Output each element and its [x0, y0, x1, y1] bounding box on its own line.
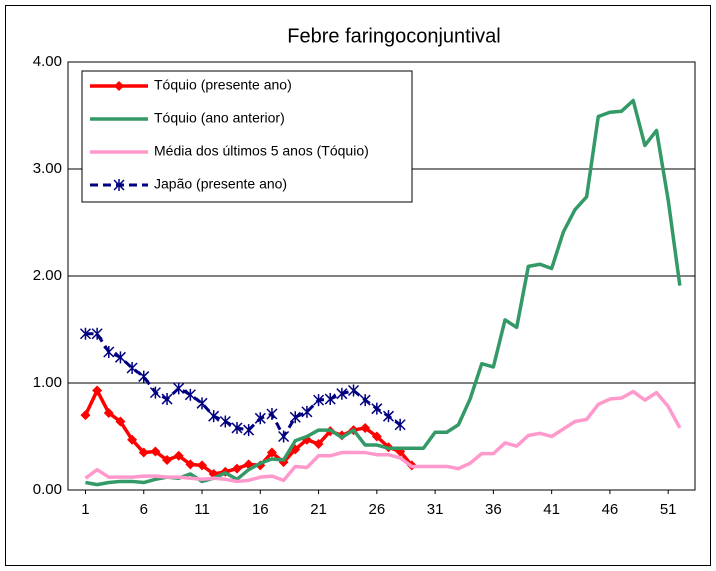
marker [371, 402, 383, 415]
marker [115, 416, 126, 427]
marker [80, 410, 91, 421]
line [85, 332, 402, 438]
legend-label: Tóquio (ano anterior) [154, 110, 285, 126]
marker [347, 384, 360, 397]
y-tick-label: 4.00 [33, 53, 62, 70]
marker [138, 370, 150, 383]
marker [219, 415, 231, 428]
x-tick-label: 21 [310, 501, 327, 518]
legend-marker [114, 81, 124, 91]
x-tick-label: 26 [368, 501, 385, 518]
legend-marker [113, 179, 125, 191]
x-tick-label: 41 [543, 501, 560, 518]
marker [92, 385, 103, 396]
marker [266, 408, 278, 421]
marker [127, 434, 138, 445]
x-tick-label: 51 [660, 501, 677, 518]
marker [114, 351, 126, 364]
marker [254, 412, 266, 425]
x-tick-label: 16 [252, 501, 269, 518]
marker [313, 394, 325, 407]
chart-title: Febre faringoconjuntival [287, 25, 500, 47]
marker [359, 394, 371, 407]
marker [313, 438, 324, 449]
marker [289, 411, 301, 424]
legend-label: Média dos últimos 5 anos (Tóquio) [154, 143, 369, 159]
marker [266, 447, 277, 458]
marker [185, 459, 196, 470]
marker [371, 431, 382, 442]
marker [231, 421, 243, 434]
marker [336, 387, 348, 400]
marker [103, 407, 114, 418]
series [84, 389, 682, 484]
legend-label: Tóquio (presente ano) [154, 77, 292, 93]
legend: Tóquio (presente ano) Tóquio (ano anterio… [81, 70, 413, 203]
marker [382, 410, 395, 423]
marker [278, 430, 290, 443]
x-tick-label: 11 [194, 501, 210, 518]
line [84, 389, 682, 484]
marker [162, 455, 173, 466]
legend-box [81, 70, 413, 203]
marker [126, 362, 138, 375]
legend-label: Japão (presente ano) [154, 176, 287, 192]
marker [138, 447, 149, 458]
marker [196, 397, 208, 410]
marker [231, 463, 242, 474]
marker [301, 405, 313, 418]
x-tick-label: 31 [427, 501, 444, 518]
marker [149, 386, 161, 399]
marker [243, 424, 255, 437]
marker [197, 460, 208, 471]
x-tick-label: 36 [485, 501, 502, 518]
marker [103, 345, 115, 358]
y-tick-label: 0.00 [33, 481, 62, 498]
y-tick-label: 3.00 [33, 160, 62, 177]
series [79, 327, 406, 443]
marker [173, 450, 184, 461]
marker [79, 327, 92, 340]
marker [208, 410, 220, 423]
y-tick-label: 2.00 [33, 267, 62, 284]
x-tick-label: 6 [140, 501, 148, 518]
marker [150, 446, 161, 457]
marker [324, 393, 336, 406]
x-tick-label: 46 [602, 501, 619, 518]
marker [173, 382, 185, 395]
marker [161, 393, 173, 406]
marker [184, 388, 196, 401]
marker [394, 418, 406, 431]
marker [91, 327, 103, 340]
x-tick-label: 1 [81, 501, 89, 518]
marker [360, 422, 371, 433]
y-tick-label: 1.00 [33, 374, 62, 391]
